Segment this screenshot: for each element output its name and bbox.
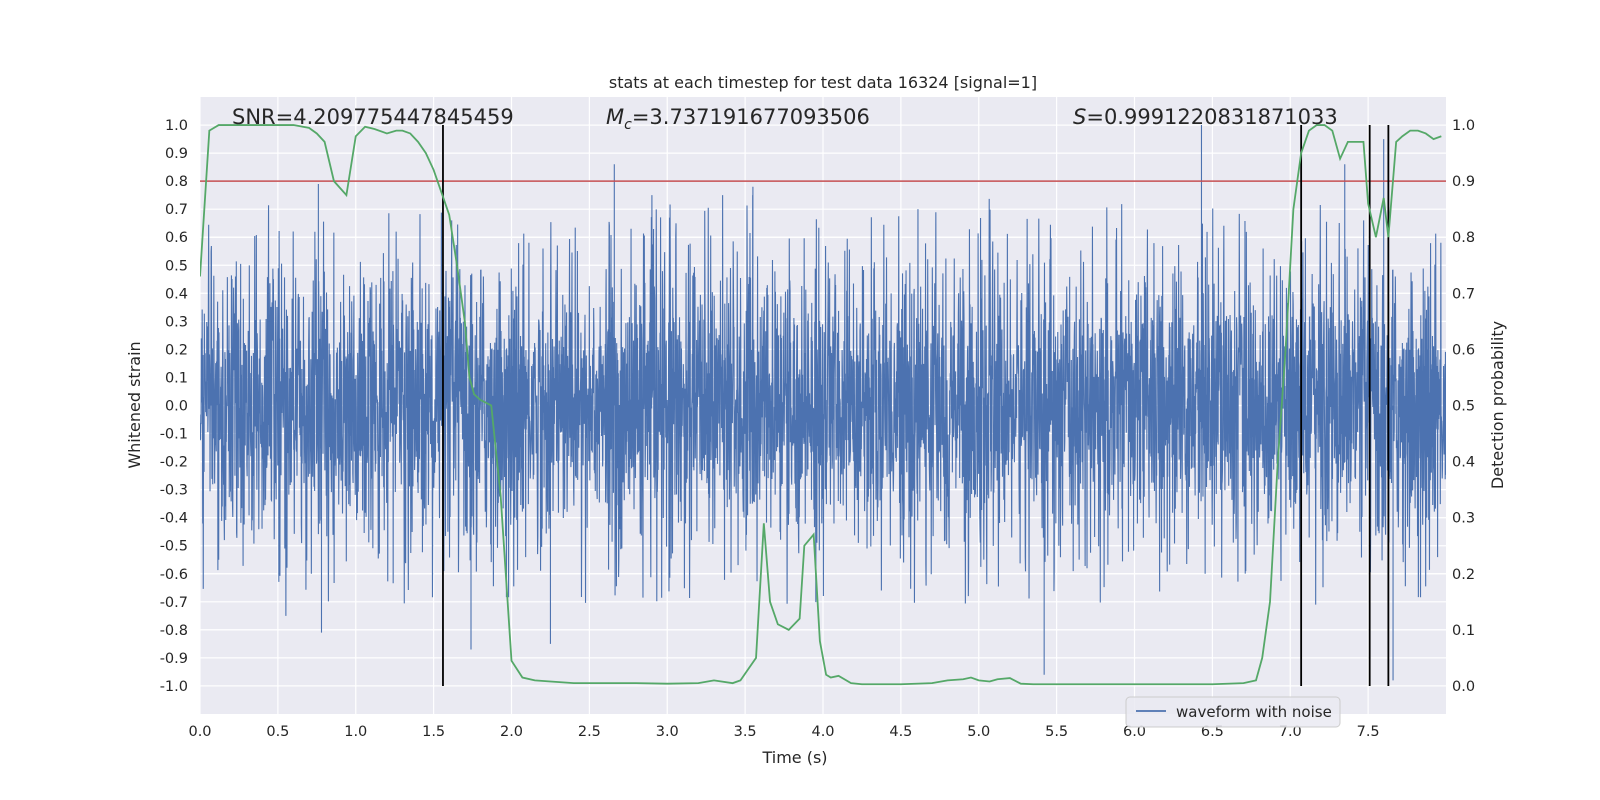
right-y-tick-label: 0.3 <box>1452 511 1475 527</box>
score-symbol: S <box>1073 105 1086 129</box>
x-tick-label: 5.0 <box>967 724 990 740</box>
left-y-tick-label: 0.4 <box>165 286 188 302</box>
snr-annotation: SNR=4.209775447845459 <box>232 105 514 129</box>
right-y-tick-label: 0.8 <box>1452 230 1475 246</box>
left-y-tick-label: -0.8 <box>160 623 188 639</box>
left-y-axis-ticks: 1.0 0.9 0.8 0.7 0.6 0.5 0.4 0.3 0.2 0.1 0.0 -0.1 -0.… <box>160 118 188 695</box>
right-y-tick-label: 0.4 <box>1452 455 1475 471</box>
x-tick-label: 4.5 <box>889 724 912 740</box>
right-y-tick-label: 0.0 <box>1452 679 1475 695</box>
x-tick-label: 2.5 <box>578 724 601 740</box>
x-tick-label: 5.5 <box>1045 724 1068 740</box>
x-tick-label: 0.5 <box>266 724 289 740</box>
x-tick-label: 7.0 <box>1279 724 1302 740</box>
left-y-tick-label: 1.0 <box>165 118 188 134</box>
right-y-tick-label: 0.9 <box>1452 174 1475 190</box>
x-axis-label: Time (s) <box>761 748 827 767</box>
legend-box <box>1125 696 1341 728</box>
x-axis-ticks: 0.0 0.5 1.0 1.5 2.0 2.5 3.0 3.5 4.0 4.5 5.0 5.5 6.0 6… <box>188 724 1379 740</box>
right-y-tick-label: 0.6 <box>1452 342 1475 358</box>
left-y-tick-label: -0.3 <box>160 483 188 499</box>
chart-title: stats at each timestep for test data 163… <box>609 73 1037 92</box>
score-annotation: S=0.9991220831871033 <box>1073 105 1338 129</box>
left-y-tick-label: -0.9 <box>160 651 188 667</box>
left-y-tick-label: 0.8 <box>165 174 188 190</box>
chirp-mass-annotation: Mc=3.737191677093506 <box>606 105 870 133</box>
left-y-tick-label: -0.6 <box>160 567 188 583</box>
left-y-tick-label: 0.7 <box>165 202 188 218</box>
score-value: =0.9991220831871033 <box>1086 105 1337 129</box>
x-tick-label: 7.5 <box>1357 724 1380 740</box>
left-y-tick-label: -0.7 <box>160 595 188 611</box>
right-y-tick-label: 0.7 <box>1452 286 1475 302</box>
waveform-with-noise-series <box>200 125 1446 681</box>
right-y-axis-ticks: 1.0 0.9 0.8 0.7 0.6 0.5 0.4 0.3 0.2 0.1 0.0 <box>1452 118 1475 695</box>
left-y-tick-label: 0.3 <box>165 314 188 330</box>
left-y-tick-label: 0.6 <box>165 230 188 246</box>
right-y-tick-label: 0.5 <box>1452 399 1475 415</box>
x-tick-label: 3.5 <box>734 724 757 740</box>
detection-probability-series <box>200 124 1442 686</box>
left-y-tick-label: 0.5 <box>165 258 188 274</box>
x-tick-label: 3.0 <box>656 724 679 740</box>
x-tick-label: 2.0 <box>500 724 523 740</box>
trigger-vertical-lines <box>442 125 1390 686</box>
left-y-axis-label: Whitened strain <box>125 341 144 468</box>
x-tick-label: 1.5 <box>422 724 445 740</box>
right-y-tick-label: 0.2 <box>1452 567 1475 583</box>
left-y-tick-label: -0.5 <box>160 539 188 555</box>
left-y-tick-label: -0.4 <box>160 511 188 527</box>
legend-label: waveform with noise <box>1176 703 1332 721</box>
left-y-tick-label: -0.2 <box>160 455 188 471</box>
chirp-mass-value: =3.737191677093506 <box>632 105 870 129</box>
left-y-tick-label: 0.2 <box>165 342 188 358</box>
x-tick-label: 6.0 <box>1123 724 1146 740</box>
chirp-mass-subscript: c <box>624 117 632 133</box>
right-y-axis-label: Detection probability <box>1488 321 1507 489</box>
x-tick-label: 1.0 <box>344 724 367 740</box>
x-tick-label: 6.5 <box>1201 724 1224 740</box>
right-y-tick-label: 1.0 <box>1452 118 1475 134</box>
left-y-tick-label: -1.0 <box>160 679 188 695</box>
right-y-tick-label: 0.1 <box>1452 623 1475 639</box>
x-tick-label: 0.0 <box>188 724 211 740</box>
chirp-mass-symbol: M <box>606 105 624 129</box>
left-y-tick-label: -0.1 <box>160 427 188 443</box>
left-y-tick-label: 0.0 <box>165 399 188 415</box>
legend: waveform with noise <box>1125 696 1341 728</box>
left-y-tick-label: 0.9 <box>165 146 188 162</box>
x-tick-label: 4.0 <box>811 724 834 740</box>
left-y-tick-label: 0.1 <box>165 370 188 386</box>
